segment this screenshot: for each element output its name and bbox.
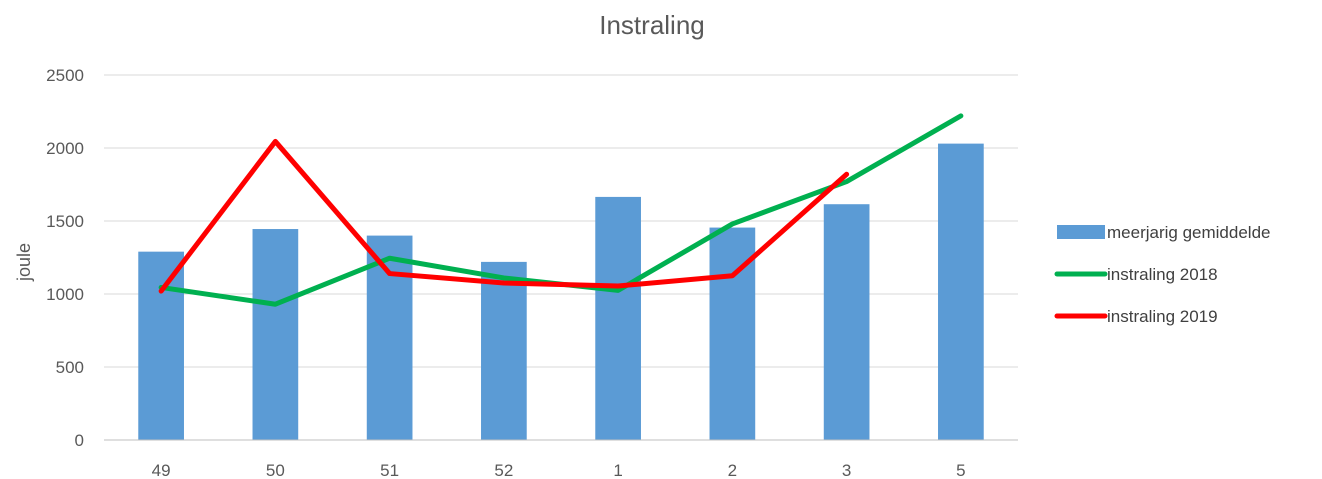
y-tick-label: 2000 — [46, 139, 84, 158]
bar — [366, 235, 413, 440]
x-tick-label: 49 — [152, 461, 171, 479]
x-tick-label: 3 — [842, 461, 851, 479]
bar — [481, 261, 527, 440]
y-tick-label: 1000 — [46, 285, 84, 304]
x-tick-label: 1 — [613, 461, 622, 479]
bar — [138, 251, 184, 440]
chart-title: Instraling — [599, 10, 705, 40]
bar-series — [138, 143, 984, 440]
legend-swatch — [1057, 225, 1105, 239]
bar — [595, 196, 641, 440]
y-axis-label: joule — [14, 243, 34, 282]
legend-label: instraling 2019 — [1107, 307, 1218, 326]
gridlines — [104, 74, 1018, 441]
legend-label: meerjarig gemiddelde — [1107, 223, 1270, 242]
x-axis-ticks: 49 50 51 52 1 2 3 5 — [104, 439, 1018, 479]
series-line-2 — [158, 138, 850, 294]
legend-label: instraling 2018 — [1107, 265, 1218, 284]
x-tick-label: 50 — [266, 461, 285, 479]
y-axis-ticks: 0 500 1000 1500 2000 2500 — [46, 66, 84, 450]
y-tick-label: 500 — [56, 358, 84, 377]
bar — [252, 229, 299, 440]
x-tick-label: 51 — [380, 461, 399, 479]
y-tick-label: 0 — [75, 431, 84, 450]
x-tick-label: 2 — [728, 461, 737, 479]
x-tick-label: 52 — [494, 461, 513, 479]
bar — [938, 143, 984, 440]
y-tick-label: 1500 — [46, 212, 84, 231]
bar — [823, 204, 870, 440]
line-series — [158, 113, 964, 307]
x-tick-label: 5 — [956, 461, 965, 479]
y-tick-label: 2500 — [46, 66, 84, 85]
legend: meerjarig gemiddelde instraling 2018 instr… — [1054, 223, 1270, 326]
